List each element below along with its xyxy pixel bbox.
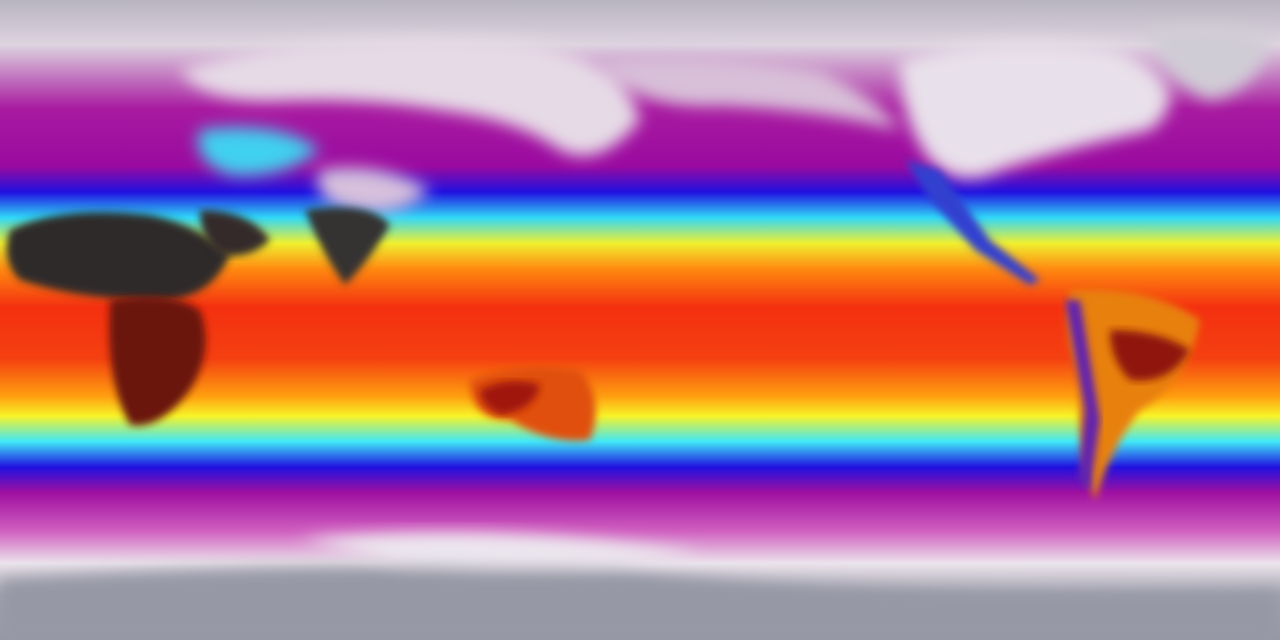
india-hot [305,207,390,285]
australia-interior [480,381,540,415]
andes-cold [1065,300,1100,490]
northern-landmasses [180,26,1270,213]
eurasia-cold [180,38,640,156]
greenland [1150,26,1270,101]
central-asia-warm [198,127,320,176]
antarctica [0,566,1280,640]
siberia-cold [600,56,900,130]
southern-ice [0,532,1280,640]
tibet-cold [318,167,430,213]
africa-south [109,296,206,426]
tropical-landmasses [6,160,1200,500]
southern-ocean-swirl [300,532,700,569]
arabia-hot [200,210,270,256]
sahara-hot [6,212,230,300]
north-america-cold [900,42,1170,178]
rockies-cold [905,160,1040,285]
amazon-hot [1110,330,1190,381]
